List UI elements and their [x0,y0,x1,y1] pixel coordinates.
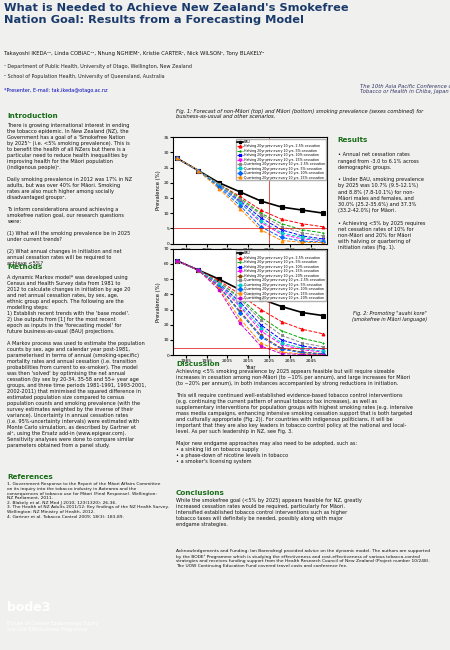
Text: Fig. 1: Forecast of non-Māori (top) and Māori (bottom) smoking prevalence (sexes: Fig. 1: Forecast of non-Māori (top) and … [176,109,423,120]
Text: What is Needed to Achieve New Zealand's Smokefree
Nation Goal: Results from a Fo: What is Needed to Achieve New Zealand's … [4,3,349,25]
X-axis label: Year: Year [245,253,256,258]
Text: A dynamic Markov model* was developed using
Census and Health Survey data from 1: A dynamic Markov model* was developed us… [7,275,146,448]
Legend: BAU, Halving 20yr prev every 10 yrs, 2.5% cessation, Halving 20yr prev every 10 : BAU, Halving 20yr prev every 10 yrs, 2.5… [236,250,326,301]
Text: Acknowledgements and Funding: Ian Barendregl provided advice on the dynamic mode: Acknowledgements and Funding: Ian Barend… [176,549,430,568]
Text: Introduction: Introduction [7,113,58,119]
Text: Discussion: Discussion [176,361,220,367]
Text: While the smokefree goal (<5% by 2025) appears feasible for NZ, greatly
increase: While the smokefree goal (<5% by 2025) a… [176,498,362,527]
Text: ² School of Population Health, University of Queensland, Australia: ² School of Population Health, Universit… [4,74,165,79]
Text: 1. Government Response to the Report of the Māori Affairs Committee
on its inqui: 1. Government Response to the Report of … [7,482,169,519]
Text: Fig. 2: Promoting "auahi kore"
(smokefree in Māori language): Fig. 2: Promoting "auahi kore" (smokefre… [352,311,427,322]
X-axis label: Year: Year [245,365,256,370]
Text: Methods: Methods [7,265,43,270]
Text: Achieving <5% smoking prevalence by 2025 appears feasible but will require sizea: Achieving <5% smoking prevalence by 2025… [176,369,413,464]
Y-axis label: Prevalence (%): Prevalence (%) [156,170,161,210]
Legend: BAU, Halving 20yr prev every 10 yrs, 2.5% cessation, Halving 20yr prev every 10 : BAU, Halving 20yr prev every 10 yrs, 2.5… [236,138,326,181]
Text: References: References [7,474,53,480]
Text: There is growing international interest in ending
the tobacco epidemic. In New Z: There is growing international interest … [7,124,132,266]
Text: ¹ Department of Public Health, University of Otago, Wellington, New Zealand: ¹ Department of Public Health, Universit… [4,64,193,70]
Y-axis label: Prevalence (%): Prevalence (%) [156,282,161,322]
Text: Conclusions: Conclusions [176,490,225,497]
Text: Results: Results [338,136,368,143]
Text: Burden of Disease Epidemiology Equity
and Cost Effectiveness Programme: Burden of Disease Epidemiology Equity an… [7,621,98,632]
Text: *Presenter, E-mail: tak.ikeda@otago.ac.nz: *Presenter, E-mail: tak.ikeda@otago.ac.n… [4,88,108,93]
Text: Takayoshi IKEDA¹², Linda COBIAC¹², Nhung NGHIEM¹, Kristie CARTER¹, Nick WILSON¹,: Takayoshi IKEDA¹², Linda COBIAC¹², Nhung… [4,51,265,57]
Text: bode3: bode3 [7,601,50,614]
Text: The 10th Asia Pacific Conference on
Tobacco or Health in Chiba, Japan: The 10th Asia Pacific Conference on Toba… [360,84,450,94]
Text: • Annual net cessation rates
ranged from -3.0 to 6.1% across
demographic groups.: • Annual net cessation rates ranged from… [338,152,425,250]
